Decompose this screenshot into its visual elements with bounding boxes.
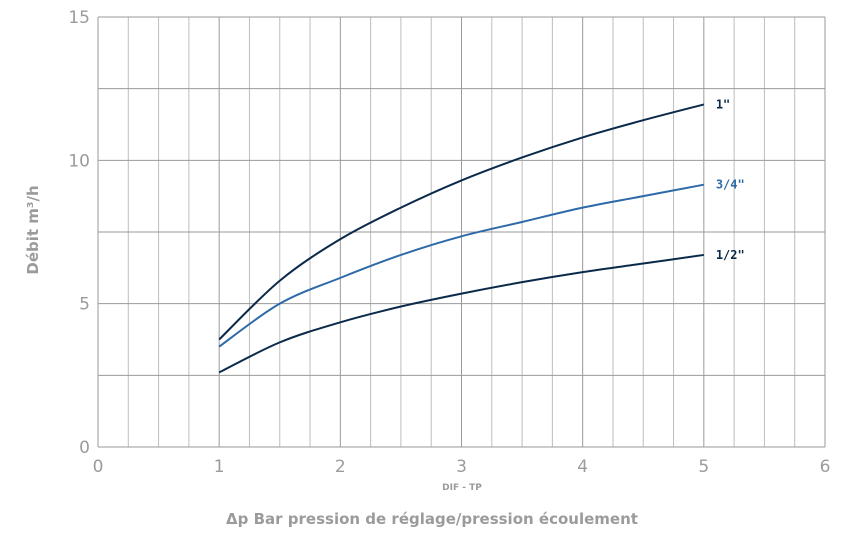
series-lines xyxy=(218,103,705,374)
y-tick-label: 0 xyxy=(79,438,90,458)
x-tick-label: 0 xyxy=(93,457,104,477)
series-label-0: 1" xyxy=(716,97,730,111)
y-axis-label: Débit m³/h xyxy=(24,185,42,274)
grid xyxy=(97,16,826,448)
series-label-1: 3/4" xyxy=(716,178,745,192)
x-tick-label: 4 xyxy=(577,457,588,477)
y-tick-labels: 0 5 10 15 xyxy=(68,8,90,458)
series-line-2 xyxy=(218,253,704,374)
x-tick-label: 1 xyxy=(214,457,225,477)
x-annotation: DIF - TP xyxy=(442,483,482,493)
x-tick-label: 5 xyxy=(698,457,709,477)
x-axis-label: Δp Bar pression de réglage/pression écou… xyxy=(226,510,638,528)
series-label-2: 1/2" xyxy=(716,248,745,262)
x-tick-label: 3 xyxy=(456,457,467,477)
x-tick-label: 2 xyxy=(335,457,346,477)
series-labels: 1" 3/4" 1/2" xyxy=(716,97,745,261)
series-line-0 xyxy=(218,103,705,341)
y-tick-label: 5 xyxy=(79,295,90,315)
x-tick-labels: 0 1 2 3 4 5 6 xyxy=(93,457,831,477)
x-tick-label: 6 xyxy=(820,457,831,477)
series-line-1 xyxy=(218,183,705,348)
y-tick-label: 10 xyxy=(68,151,90,171)
y-tick-label: 15 xyxy=(68,8,90,28)
